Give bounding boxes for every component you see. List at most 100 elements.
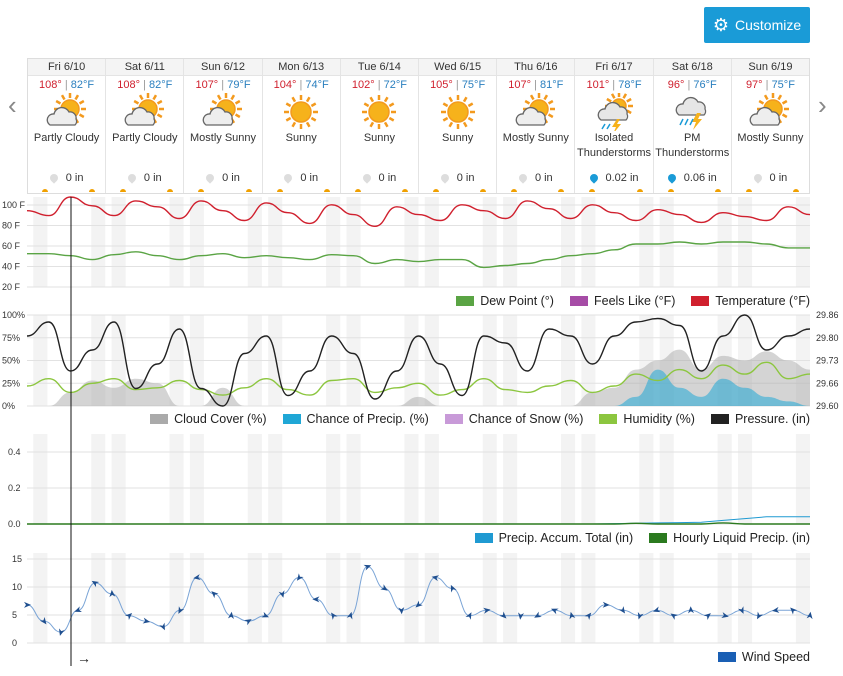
day-label: Sun 6/19	[731, 59, 810, 76]
y-tick-label: 20 F	[2, 282, 21, 292]
legend-item[interactable]: Cloud Cover (%)	[150, 412, 267, 426]
y-tick-label: 0.0	[8, 519, 21, 529]
condition-text: Mostly Sunny	[737, 132, 804, 144]
legend-swatch	[282, 414, 301, 424]
legend-swatch	[456, 296, 475, 306]
day-card[interactable]: Wed 6/15 105° | 75°F Sunny 0 in	[419, 59, 498, 193]
night-band	[91, 553, 106, 643]
day-label: Tue 6/14	[340, 59, 419, 76]
low-temp: 82°F	[70, 79, 95, 91]
legend-item[interactable]: Wind Speed	[717, 650, 810, 664]
legend-item[interactable]: Feels Like (°F)	[569, 294, 675, 308]
wind-direction-arrow	[721, 612, 729, 618]
night-band	[503, 553, 518, 643]
partly-cloudy-icon	[106, 93, 183, 131]
day-card[interactable]: Sun 6/12 107° | 79°F Mostly Sunny 0 in	[184, 59, 263, 193]
night-band	[659, 197, 674, 287]
night-band	[33, 553, 48, 643]
legend-item[interactable]: Humidity (%)	[599, 412, 695, 426]
wind-direction-arrow	[159, 622, 165, 631]
legend-label: Chance of Snow (%)	[468, 412, 584, 426]
day-label: Fri 6/10	[28, 59, 106, 76]
day-card[interactable]: Tue 6/14 102° | 72°F Sunny 0 in	[340, 59, 420, 193]
gear-icon: ⚙	[712, 15, 729, 35]
y-tick-label: 0.2	[8, 483, 21, 493]
high-temp: 101°	[586, 79, 610, 91]
prev-arrow-button[interactable]: ‹	[8, 90, 17, 120]
y-tick-label: 60 F	[2, 241, 21, 251]
legend-item[interactable]: Pressure. (in)	[710, 412, 810, 426]
legend-item[interactable]: Hourly Liquid Precip. (in)	[649, 531, 810, 545]
legend-swatch	[691, 296, 710, 306]
y-tick-label-right: 29.66	[816, 378, 839, 388]
low-temp: 79°F	[227, 79, 251, 91]
night-band	[326, 553, 341, 643]
night-band	[639, 553, 654, 643]
wind-direction-arrow	[415, 600, 423, 608]
day-card[interactable]: Mon 6/13 104° | 74°F Sunny 0 in	[262, 59, 341, 193]
partly-cloudy-icon	[184, 93, 261, 131]
condition-text: PM Thunderstorms	[655, 132, 730, 159]
customize-button[interactable]: ⚙ Customize	[704, 7, 810, 43]
now-arrow: →	[77, 650, 91, 666]
day-label: Thu 6/16	[497, 59, 575, 76]
wind-direction-arrow	[58, 628, 65, 636]
y-tick-label-right: 29.80	[816, 333, 839, 343]
sunny-icon	[341, 93, 418, 131]
night-band	[169, 434, 184, 524]
night-band	[795, 553, 810, 643]
humidity-line	[26, 361, 811, 396]
day-card[interactable]: Sat 6/18 96° | 76°F PM Thunderstorms 0.06…	[653, 59, 732, 193]
y-tick-label: 0	[12, 638, 17, 648]
sunrise-sunset-marks	[28, 186, 105, 192]
legend-item[interactable]: Precip. Accum. Total (in)	[474, 531, 634, 545]
legend-item[interactable]: Chance of Snow (%)	[444, 412, 584, 426]
y-tick-label: 80 F	[2, 221, 21, 231]
night-band	[326, 434, 341, 524]
day-card[interactable]: Fri 6/10 108° | 82°F Partly Cloudy 0 in	[28, 59, 107, 193]
night-band	[91, 434, 106, 524]
precip-amount: 0 in	[184, 172, 261, 184]
precip-amount: 0 in	[28, 172, 105, 184]
legend-label: Pressure. (in)	[734, 412, 810, 426]
day-temps: 108° | 82°F	[39, 79, 95, 91]
night-band	[346, 434, 361, 524]
day-card[interactable]: Fri 6/17 101° | 78°F Isolated Thunderstor…	[575, 59, 654, 193]
wind-direction-arrow	[431, 575, 440, 582]
day-card[interactable]: Thu 6/16 107° | 81°F Mostly Sunny 0 in	[497, 59, 576, 193]
day-card[interactable]: Sun 6/19 97° | 75°F Mostly Sunny 0 in	[731, 59, 810, 193]
night-band	[346, 197, 361, 287]
legend-label: Humidity (%)	[623, 412, 695, 426]
day-label: Fri 6/17	[575, 59, 653, 76]
legend-label: Precip. Accum. Total (in)	[498, 531, 634, 545]
wind-direction-arrow	[584, 612, 592, 620]
wind-direction-arrow	[534, 611, 542, 618]
wind-direction-arrow	[380, 584, 388, 591]
y-tick-label: 15	[12, 554, 22, 564]
legend-swatch	[569, 296, 588, 306]
night-band	[404, 553, 419, 643]
temperature-line	[26, 196, 811, 228]
y-tick-label-right: 29.60	[816, 401, 839, 411]
day-card[interactable]: Sat 6/11 108° | 82°F Partly Cloudy 0 in	[106, 59, 185, 193]
legend-item[interactable]: Temperature (°F)	[691, 294, 810, 308]
sunrise-sunset-marks	[263, 186, 340, 192]
night-band	[482, 434, 497, 524]
legend-swatch	[717, 652, 736, 662]
night-band	[503, 434, 518, 524]
precip-amount: 0.02 in	[575, 172, 652, 184]
next-arrow-button[interactable]: ›	[818, 90, 827, 120]
high-temp: 108°	[117, 79, 141, 91]
night-band	[581, 553, 596, 643]
legend-item[interactable]: Chance of Precip. (%)	[282, 412, 429, 426]
night-band	[581, 434, 596, 524]
legend-item[interactable]: Dew Point (°)	[456, 294, 554, 308]
wind-direction-arrow	[737, 606, 744, 614]
night-band	[91, 197, 106, 287]
wind-direction-arrow	[398, 607, 405, 615]
day-label: Sat 6/11	[106, 59, 184, 76]
wind-direction-arrow	[331, 612, 338, 620]
legend-swatch	[444, 414, 463, 424]
sunrise-sunset-marks	[732, 186, 809, 192]
wind-direction-arrow	[346, 611, 353, 620]
